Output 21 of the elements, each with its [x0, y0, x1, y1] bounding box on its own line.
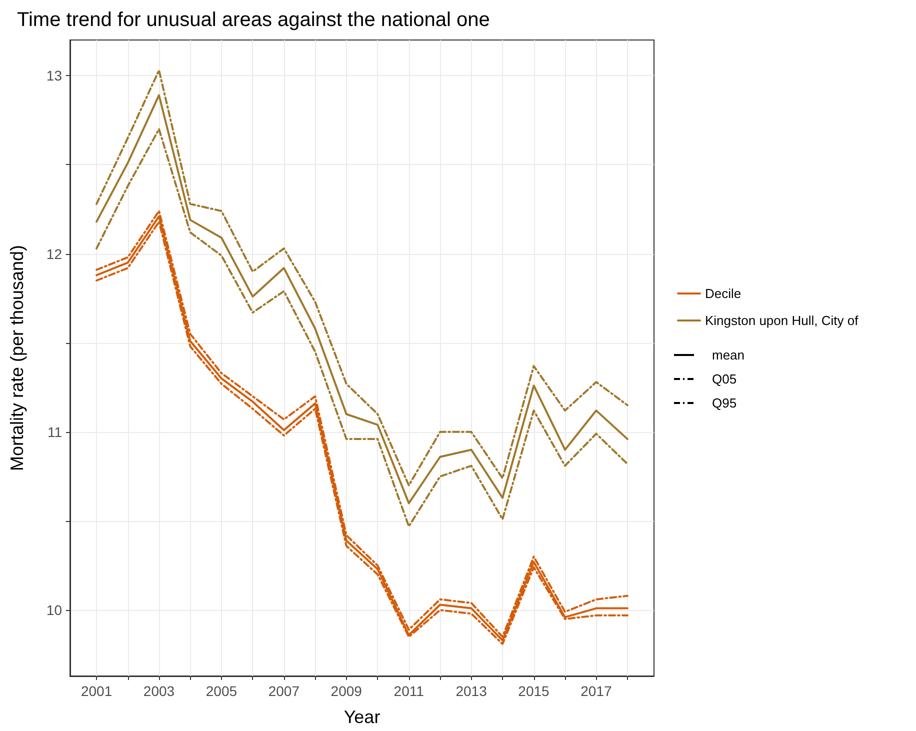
x-axis-title: Year: [344, 707, 380, 727]
y-tick-label: 12: [46, 246, 62, 262]
y-tick-label: 11: [47, 424, 62, 440]
x-tick-label: 2015: [518, 683, 550, 699]
text: mean: [712, 348, 745, 362]
chart-title: Time trend for unusual areas against the national one: [17, 9, 490, 31]
x-tick-label: 2007: [268, 683, 300, 699]
x-tick-label: 2013: [456, 683, 488, 699]
legend-label: Kingston upon Hull, City of: [705, 313, 859, 328]
x-tick-label: 2005: [206, 683, 238, 699]
legend-label: Decile: [705, 286, 742, 301]
y-tick-label: 10: [46, 602, 62, 618]
x-tick-label: 2017: [580, 683, 612, 699]
y-axis-title: Mortality rate (per thousand): [7, 244, 27, 472]
x-tick-label: 2009: [330, 683, 362, 699]
text: Q05: [712, 372, 737, 386]
y-tick-label: 13: [46, 68, 62, 84]
x-tick-label: 2001: [80, 683, 112, 699]
x-tick-label: 2003: [143, 683, 175, 699]
x-tick-label: 2011: [394, 683, 424, 699]
text: Q95: [712, 396, 737, 410]
